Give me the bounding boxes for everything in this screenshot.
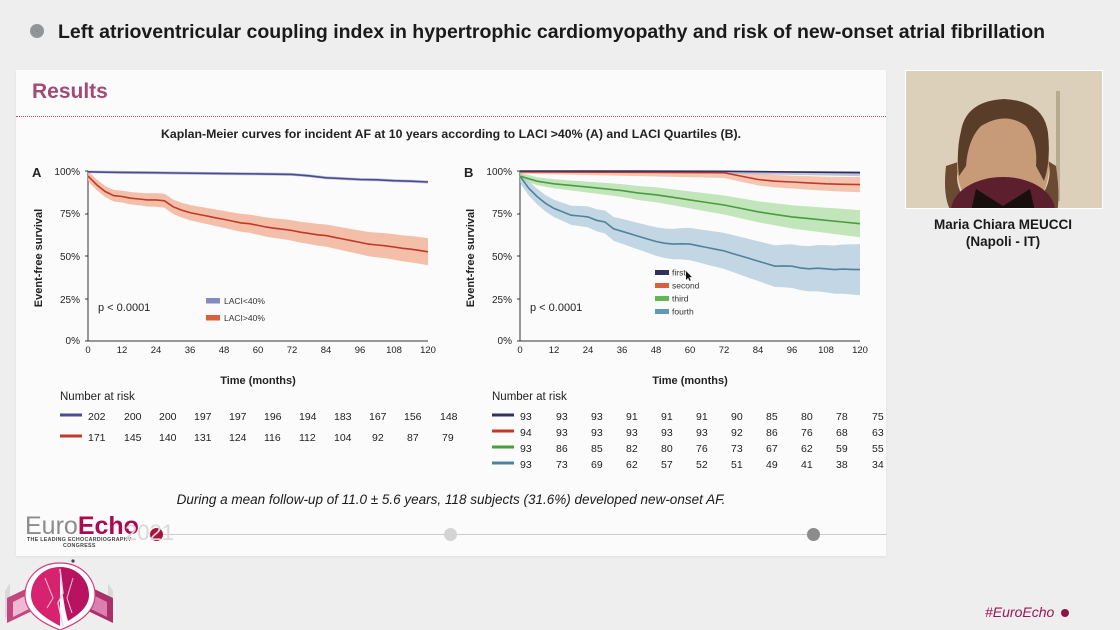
svg-text:first: first xyxy=(672,268,686,278)
svg-text:CONGRESS: CONGRESS xyxy=(63,543,96,549)
svg-text:60: 60 xyxy=(253,345,264,356)
svg-text:72: 72 xyxy=(287,345,298,356)
svg-text:60: 60 xyxy=(685,345,696,356)
svg-text:p < 0.0001: p < 0.0001 xyxy=(98,302,150,314)
svg-text:120: 120 xyxy=(852,345,868,356)
svg-text:25%: 25% xyxy=(60,295,80,306)
svg-text:A: A xyxy=(32,165,42,180)
svg-text:25%: 25% xyxy=(492,295,512,306)
svg-text:75%: 75% xyxy=(60,209,80,220)
svg-text:second: second xyxy=(672,281,700,291)
svg-text:B: B xyxy=(464,165,473,180)
svg-text:Event-free survival: Event-free survival xyxy=(33,209,45,307)
svg-text:108: 108 xyxy=(386,345,402,356)
svg-text:48: 48 xyxy=(219,345,230,356)
svg-text:24: 24 xyxy=(151,345,162,356)
svg-text:0: 0 xyxy=(85,345,90,356)
svg-text:p < 0.0001: p < 0.0001 xyxy=(530,302,582,314)
svg-text:108: 108 xyxy=(818,345,834,356)
svg-text:Event-free survival: Event-free survival xyxy=(465,209,477,307)
svg-text:12: 12 xyxy=(117,345,128,356)
svg-text:50%: 50% xyxy=(492,252,512,263)
svg-text:0: 0 xyxy=(517,345,522,356)
svg-text:third: third xyxy=(672,294,689,304)
svg-text:72: 72 xyxy=(719,345,730,356)
svg-text:12: 12 xyxy=(549,345,560,356)
svg-text:48: 48 xyxy=(651,345,662,356)
svg-text:fourth: fourth xyxy=(672,307,694,317)
svg-text:2021: 2021 xyxy=(125,520,174,545)
svg-text:36: 36 xyxy=(617,345,628,356)
svg-text:36: 36 xyxy=(185,345,196,356)
svg-text:50%: 50% xyxy=(60,252,80,263)
svg-text:120: 120 xyxy=(420,345,436,356)
svg-text:96: 96 xyxy=(355,345,366,356)
svg-text:96: 96 xyxy=(787,345,798,356)
svg-text:84: 84 xyxy=(321,345,332,356)
svg-text:24: 24 xyxy=(583,345,594,356)
svg-text:EuroEcho: EuroEcho xyxy=(25,512,139,540)
svg-text:0%: 0% xyxy=(498,336,513,347)
svg-text:75%: 75% xyxy=(492,209,512,220)
svg-text:0%: 0% xyxy=(66,336,81,347)
svg-text:LACI>40%: LACI>40% xyxy=(224,313,265,323)
svg-text:84: 84 xyxy=(753,345,764,356)
svg-text:Time (months): Time (months) xyxy=(652,375,728,387)
svg-text:LACI<40%: LACI<40% xyxy=(224,296,265,306)
svg-text:100%: 100% xyxy=(486,167,512,178)
svg-text:100%: 100% xyxy=(54,167,80,178)
svg-text:Time (months): Time (months) xyxy=(220,375,296,387)
